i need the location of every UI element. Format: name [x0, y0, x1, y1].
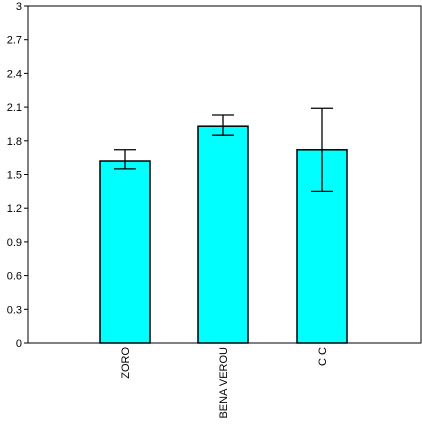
bar-series	[99, 125, 348, 344]
y-tick-label: 2.7	[7, 35, 22, 47]
error-bars	[114, 107, 333, 193]
y-tick-label: 0.6	[7, 271, 22, 283]
error-bar	[311, 107, 333, 193]
y-tick-label: 0	[16, 338, 22, 350]
y-axis: 0 0.3 0.6 0.9 1.2 1.5 1.8 2.1 2.4 2.7 3	[7, 1, 28, 350]
x-category-label: C C	[317, 347, 329, 366]
error-bar	[212, 114, 234, 136]
y-tick-label: 1.2	[7, 203, 22, 215]
y-tick-label: 1.5	[7, 170, 22, 182]
error-bar	[114, 149, 136, 170]
x-category-label: BENA VEROU	[218, 347, 230, 419]
bar	[197, 125, 249, 344]
y-tick-label: 3	[16, 1, 22, 13]
y-tick-label: 0.3	[7, 304, 22, 316]
x-category-label: ZORO	[120, 347, 132, 379]
bar	[99, 160, 151, 344]
y-tick-label: 2.1	[7, 102, 22, 114]
y-tick-label: 0.9	[7, 237, 22, 249]
y-tick-label: 2.4	[7, 68, 22, 80]
x-axis-labels: ZORO BENA VEROU C C	[120, 347, 329, 419]
y-tick-label: 1.8	[7, 136, 22, 148]
